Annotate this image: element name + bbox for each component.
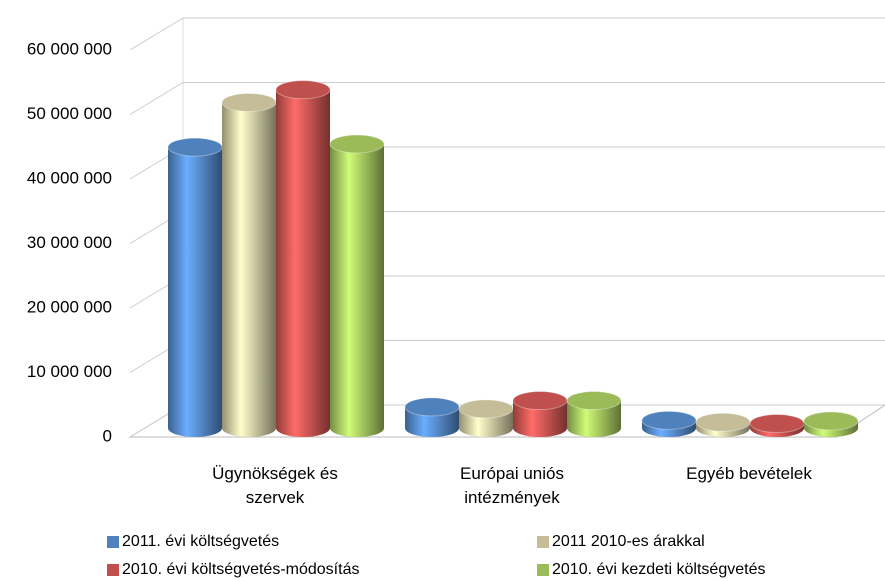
bar-top <box>641 410 697 430</box>
x-tick-label: Ügynökségek és szervek <box>212 464 338 507</box>
bar-top <box>695 412 751 432</box>
bar-top <box>803 411 859 431</box>
x-tick-label: Európai uniós intézmények <box>460 464 564 507</box>
grid-line <box>129 82 184 115</box>
y-tick-label: 20 000 000 <box>27 297 112 316</box>
bar-top <box>458 399 514 419</box>
bar-top <box>749 414 805 434</box>
y-tick-label: 30 000 000 <box>27 233 112 252</box>
bar-top <box>566 391 622 411</box>
legend-swatch <box>537 564 549 576</box>
y-tick-label: 10 000 000 <box>27 362 112 381</box>
x-tick-label: Egyéb bevételek <box>686 464 812 483</box>
y-tick-label: 50 000 000 <box>27 104 112 123</box>
bar <box>330 143 384 429</box>
y-tick-label: 40 000 000 <box>27 168 112 187</box>
legend-swatch <box>107 564 119 576</box>
grid-line <box>129 17 184 51</box>
bar <box>168 147 222 428</box>
bar-top <box>329 134 385 154</box>
bar-top <box>275 80 331 100</box>
bar-top <box>221 92 277 112</box>
legend-label: 2010. évi költségvetés-módosítás <box>122 561 359 578</box>
legend-label: 2010. évi kezdeti költségvetés <box>552 561 765 578</box>
y-tick-label: 60 000 000 <box>27 39 112 58</box>
bar-top <box>512 391 568 411</box>
legend-swatch <box>537 536 549 548</box>
bar-top <box>167 137 223 157</box>
bar-top <box>404 397 460 417</box>
legend-label: 2011 2010-es árakkal <box>552 533 705 550</box>
y-tick-label: 0 <box>103 426 112 445</box>
bar <box>276 89 330 428</box>
legend-label: 2011. évi költségvetés <box>122 533 279 550</box>
legend-swatch <box>107 536 119 548</box>
bar <box>222 102 276 428</box>
